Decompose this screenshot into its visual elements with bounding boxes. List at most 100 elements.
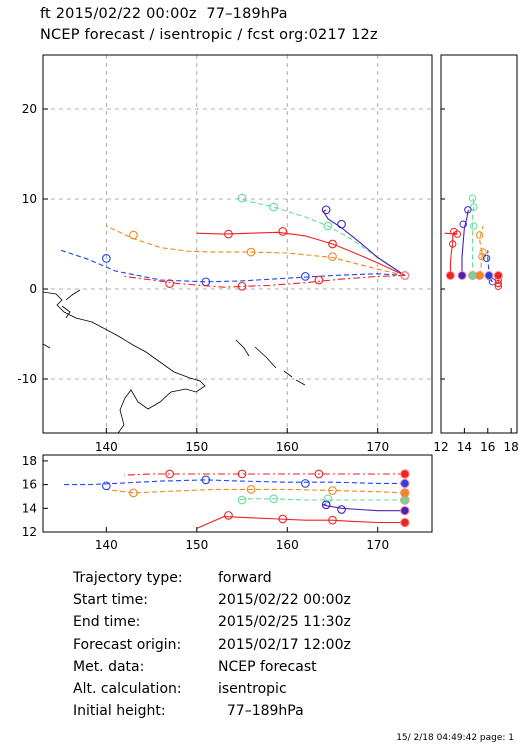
hgt-trajectory-4-start — [400, 478, 410, 489]
lat-trajectory-0-marker-2 — [468, 194, 477, 202]
hgt-ytick-label-12: 12 — [22, 525, 37, 539]
map-trajectory-3-marker-0 — [328, 252, 337, 261]
info-label: Start time: — [73, 592, 148, 609]
map-trajectory-2-marker-0 — [328, 239, 337, 249]
map-trajectory-4 — [60, 249, 405, 283]
info-value: 2015/02/25 11:30z — [218, 614, 351, 631]
map-trajectories — [60, 193, 410, 291]
lat-trajectory-4-start — [484, 271, 494, 280]
lat-trajectory-0 — [472, 197, 475, 276]
map-trajectory-0-marker-1 — [269, 202, 279, 212]
height-panel-trajectories — [61, 469, 410, 529]
hgt-trajectory-5-marker-1 — [237, 469, 247, 479]
map-trajectory-3 — [106, 225, 406, 277]
hgt-xtick-label-140: 140 — [95, 538, 118, 552]
coastline-new-guinea — [43, 291, 206, 433]
hgt-trajectory-0 — [237, 498, 405, 501]
info-row: Forecast origin: 2015/02/17 12:00z — [73, 637, 351, 653]
lat-trajectory-2-marker-2 — [453, 230, 462, 238]
map-trajectory-1-marker-1 — [321, 205, 331, 215]
latitude-panel-frame — [440, 54, 518, 434]
info-row: Met. data: NCEP forecast — [73, 659, 317, 675]
coastline-island-d — [254, 346, 277, 369]
hgt-trajectory-3-marker-2 — [129, 488, 138, 498]
lat-trajectory-3 — [479, 225, 484, 276]
lat-trajectory-2-marker-0 — [448, 240, 457, 248]
lat-trajectory-0-marker-1 — [470, 203, 478, 211]
info-label: Initial height: — [73, 703, 166, 720]
map-trajectory-5-marker-1 — [237, 281, 247, 291]
info-value: forward — [218, 570, 272, 586]
coastline-island-b — [61, 305, 71, 319]
map-trajectory-1-marker-0 — [337, 219, 346, 229]
info-value: NCEP forecast — [218, 658, 317, 675]
info-label: Forecast origin: — [73, 636, 182, 653]
map-xtick-label-160: 160 — [276, 440, 299, 454]
hgt-xtick-label-150: 150 — [185, 538, 208, 552]
lat-trajectory-3-marker-1 — [479, 248, 487, 256]
lat-trajectory-1-marker-1 — [464, 206, 472, 214]
lat-trajectory-2 — [444, 231, 459, 276]
map-panel-frame — [42, 54, 433, 434]
info-value: 77–189hPa — [218, 703, 304, 720]
hgt-trajectory-1-marker-1 — [321, 500, 331, 510]
hgt-trajectory-4-marker-2 — [101, 481, 111, 491]
coastline-island-e — [283, 370, 293, 378]
map-trajectory-0 — [237, 197, 406, 276]
map-trajectory-5 — [124, 274, 405, 288]
lat-trajectory-3-marker-2 — [475, 231, 484, 239]
hgt-trajectory-0-marker-1 — [269, 494, 279, 504]
lat-trajectory-5-marker-2 — [494, 279, 502, 288]
lat-trajectory-0-marker-0 — [470, 222, 478, 230]
lat-trajectory-5-marker-1 — [494, 282, 502, 290]
map-trajectory-5-start — [400, 271, 410, 280]
hgt-trajectory-1-start — [400, 505, 410, 516]
hgt-trajectory-4-marker-1 — [201, 475, 211, 485]
height-panel-frame — [42, 454, 433, 533]
info-row: Trajectory type: forward — [73, 570, 272, 586]
lat-trajectory-1 — [461, 209, 470, 276]
map-trajectory-5-marker-2 — [165, 279, 175, 288]
hgt-ytick-label-14: 14 — [22, 501, 37, 515]
info-label: Met. data: — [73, 658, 145, 675]
hgt-trajectory-2-marker-1 — [278, 514, 288, 524]
info-label: End time: — [73, 614, 141, 631]
chart-title-line1: ft 2015/02/22 00:00z 77–189hPa — [40, 6, 288, 22]
info-row: Initial height: 77–189hPa — [73, 703, 304, 719]
map-xtick-label-170: 170 — [366, 440, 389, 454]
map-trajectory-4-marker-2 — [101, 254, 111, 263]
hgt-xtick-label-160: 160 — [276, 538, 299, 552]
hgt-ytick-label-16: 16 — [22, 478, 37, 492]
map-trajectory-2-marker-2 — [224, 229, 233, 239]
map-grid — [43, 55, 432, 433]
panel-frames — [42, 54, 518, 533]
hgt-trajectory-5-marker-0 — [314, 469, 324, 479]
info-row: End time: 2015/02/25 11:30z — [73, 614, 351, 630]
hgt-trajectory-3-marker-0 — [328, 486, 337, 495]
lat-trajectory-1-start — [457, 271, 467, 280]
hgt-trajectory-3-marker-1 — [246, 485, 256, 494]
lat-xtick-label-16: 16 — [480, 440, 495, 454]
hgt-trajectory-1 — [321, 503, 405, 512]
lat-trajectory-4-marker-2 — [482, 254, 491, 263]
latitude-panel-trajectories — [444, 194, 503, 290]
map-trajectory-3-marker-2 — [129, 230, 138, 240]
map-ytick-label-20: 20 — [22, 102, 37, 116]
info-value: 2015/02/22 00:00z — [218, 592, 351, 609]
info-label: Alt. calculation: — [73, 681, 182, 697]
map-trajectory-5-marker-0 — [314, 275, 324, 285]
hgt-trajectory-5-start — [400, 469, 410, 479]
coastline-island-c — [235, 339, 250, 357]
hgt-trajectory-2-marker-0 — [328, 515, 337, 525]
hgt-trajectory-2 — [196, 516, 405, 529]
map-trajectory-4-marker-0 — [300, 272, 310, 281]
map-trajectory-3-marker-1 — [246, 247, 256, 257]
hgt-trajectory-1-marker-0 — [337, 505, 346, 514]
coastline — [43, 289, 306, 433]
hgt-trajectory-5 — [124, 473, 405, 476]
hgt-trajectory-2-start — [400, 517, 410, 528]
info-row: Start time: 2015/02/22 00:00z — [73, 592, 351, 608]
hgt-xtick-label-170: 170 — [366, 538, 389, 552]
hgt-trajectory-5-marker-2 — [165, 469, 175, 479]
